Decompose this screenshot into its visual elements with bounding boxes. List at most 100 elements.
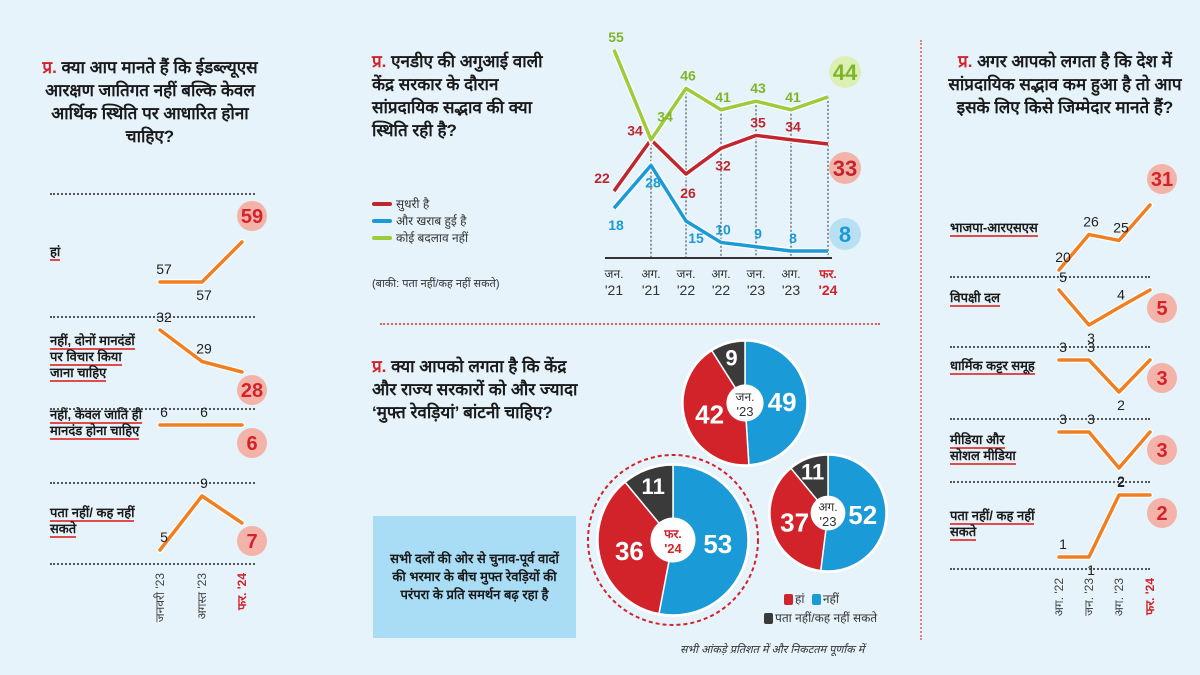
data-label: 8 [789,230,797,246]
sparkline [1057,203,1152,272]
data-label: 2 [1117,397,1125,413]
slice-label: 37 [780,508,809,538]
pie-center [726,384,764,422]
x-axis-label: जनवरी '23 [153,573,167,623]
data-label: 9 [200,475,208,491]
pie-slice-haan [597,481,674,615]
data-label: 2 [1117,473,1125,489]
data-label: 43 [750,80,766,96]
data-label: 3 [1059,411,1067,427]
data-label: 15 [688,230,704,246]
row-divider [950,346,1150,348]
slice-label: 53 [703,529,732,559]
highlight-ring [587,454,759,626]
sparkline-shadow [157,491,245,553]
value-bubble [1147,164,1177,194]
final-value: 3 [1156,440,1167,462]
x-axis-label: फर. '24 [1143,578,1157,616]
x-axis-label: '24 [819,282,838,298]
x-axis-label: फर. [818,267,837,281]
data-label: 18 [608,217,624,233]
pie-slice-nahin [744,340,808,466]
data-label: 9 [754,226,762,242]
pie-period: '23 [820,514,837,529]
pie-slice-nahin [658,464,749,616]
data-label: 35 [750,114,766,130]
data-label: 28 [645,174,661,190]
data-label: 57 [156,261,172,277]
slice-label: 42 [695,399,724,429]
data-label: 26 [1083,214,1099,230]
x-axis-label: जन. [605,267,624,281]
row-divider [950,276,1150,278]
x-axis-label: अगस्त '23 [195,573,209,620]
row-divider [50,482,255,484]
slice-label: 9 [725,346,737,371]
data-label: 6 [200,404,208,420]
sparkline-shadow [157,239,245,285]
right-question: प्र. अगर आपको लगता है कि देश में सांप्रद… [948,52,1182,117]
data-label: 3 [1087,411,1095,427]
final-value: 3 [1156,368,1167,390]
legend-item: और खराब हुई है [372,212,468,229]
final-value: 44 [833,60,858,85]
slice-label: 11 [801,459,824,484]
final-value: 33 [833,156,857,181]
slice-label: 49 [768,387,797,417]
row-label: नहीं, दोनों मानदंडों पर विचार किया जाना … [50,333,135,382]
data-label: 6 [160,404,168,420]
left-question: प्र. क्या आप मानते हैं कि ईडब्ल्यूएस आरक… [42,58,258,146]
sparkline [1057,288,1152,327]
data-label: 41 [785,89,801,105]
series-line-2 [612,49,829,142]
middle-question: प्र. एनडीए की अगुआई वाली केंद्र सरकार के… [372,52,543,140]
sparkline [158,494,244,552]
x-axis-label: '23 [782,282,800,298]
legend-item: सुधरी है [372,195,468,212]
data-label: 34 [627,123,643,139]
x-axis-label: जन. '23 [1082,578,1096,616]
x-axis-label: फर. '24 [235,573,249,611]
x-axis-label: '21 [605,282,623,298]
data-label: 1 [1059,536,1067,552]
x-axis-label: अग. '23 [1112,578,1126,617]
freebies-callout: सभी दलों की ओर से चुनाव-पूर्व वादों की भ… [373,516,576,638]
sparkline [1057,493,1152,559]
slice-label: 11 [642,474,665,499]
top-divider [50,193,255,195]
x-axis-label: '22 [677,282,695,298]
data-label: 29 [196,341,212,357]
pie-legend-2: पता नहीं/कह नहीं सकते [760,609,877,626]
final-value: 2 [1156,503,1167,525]
value-bubble [1147,435,1177,465]
sparkline [1057,358,1152,394]
slice-label: 52 [848,500,877,530]
pie-center [810,495,846,531]
data-label: 4 [1117,287,1125,303]
pie-period: जन. [736,390,755,404]
data-label: 5 [160,529,168,545]
data-label: 2 [1117,474,1125,490]
row-divider [50,316,255,318]
row-label: मीडिया और सोशल मीडिया [950,432,1016,465]
x-axis-label: '21 [642,282,660,298]
final-value: 31 [1151,169,1173,191]
final-value: 28 [241,380,263,402]
data-label: 1 [1087,562,1095,578]
line-note: (बाकी: पता नहीं/कह नहीं सकते) [372,278,500,290]
data-label: 46 [680,67,696,83]
value-bubble [1147,363,1177,393]
footnote: सभी आंकड़े प्रतिशत में और निकटतम पूर्णां… [680,644,865,656]
sparkline [1057,430,1152,470]
row-label: हां [50,244,61,261]
row-label: भाजपा-आरएसएस [950,219,1038,237]
row-divider [950,568,1150,570]
x-axis-label: '23 [747,282,765,298]
data-label: 22 [594,170,610,186]
data-label: 55 [608,29,624,45]
data-label: 32 [715,157,731,173]
row-divider [950,481,1150,483]
data-label: 20 [1055,249,1071,265]
line-legend: सुधरी है और खराब हुई है कोई बदलाव नहीं [372,195,468,246]
final-bubble [829,56,861,88]
